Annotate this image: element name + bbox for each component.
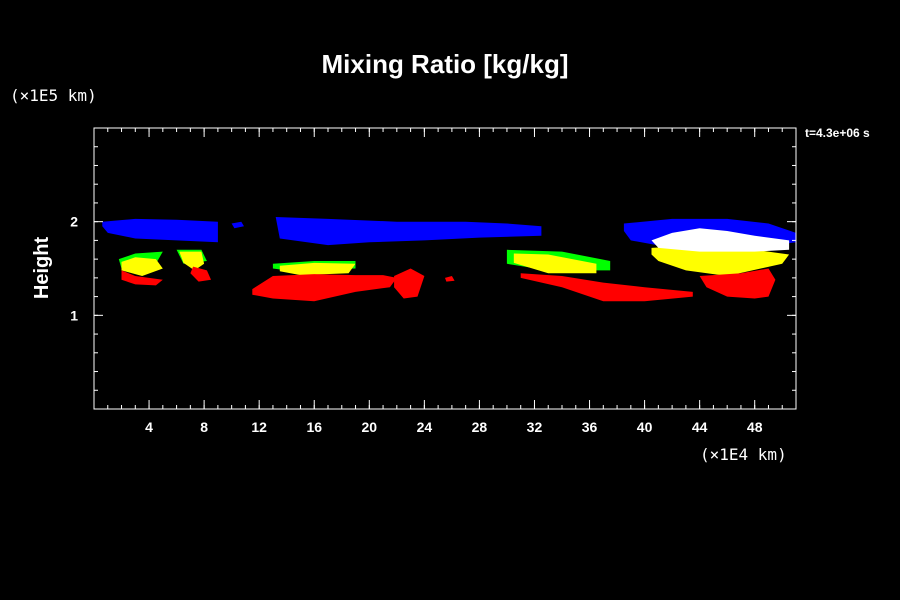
x-tick-label: 24 (417, 419, 433, 435)
contour-region (279, 262, 356, 276)
x-tick-label: 28 (472, 419, 488, 435)
contour-region (121, 257, 163, 276)
contour-region (520, 273, 693, 302)
x-tick-label: 32 (527, 419, 543, 435)
contour-region (179, 251, 205, 271)
x-tick-label: 36 (582, 419, 598, 435)
x-tick-label: 16 (306, 419, 322, 435)
x-unit-label: (×1E4 km) (700, 445, 787, 464)
mixing-ratio-regions (102, 217, 796, 302)
x-tick-label: 40 (637, 419, 653, 435)
contour-region (121, 270, 163, 286)
x-tick-label: 8 (200, 419, 208, 435)
x-tick-label: 48 (747, 419, 763, 435)
x-tick-label: 4 (145, 419, 153, 435)
contour-region (190, 266, 211, 282)
y-tick-label: 1 (70, 307, 78, 323)
y-tick-label: 2 (70, 214, 78, 230)
contour-region (102, 218, 218, 243)
contour-region (231, 221, 244, 229)
y-unit-label: (×1E5 km) (10, 86, 97, 105)
x-tick-label: 12 (251, 419, 267, 435)
contour-region (651, 245, 790, 276)
plot-frame (93, 127, 797, 410)
contour-region (651, 228, 790, 252)
contour-region (445, 276, 455, 282)
x-tick-label: 20 (362, 419, 378, 435)
contour-region (699, 268, 776, 299)
y-axis-title: Height (31, 237, 53, 300)
x-tick-label: 44 (692, 419, 708, 435)
time-label: t=4.3e+06 s (805, 126, 870, 140)
contour-region (394, 268, 425, 299)
contour-region (275, 217, 542, 246)
chart-title: Mixing Ratio [kg/kg] (322, 49, 569, 79)
contour-region (252, 274, 397, 302)
contour-region (513, 253, 597, 274)
